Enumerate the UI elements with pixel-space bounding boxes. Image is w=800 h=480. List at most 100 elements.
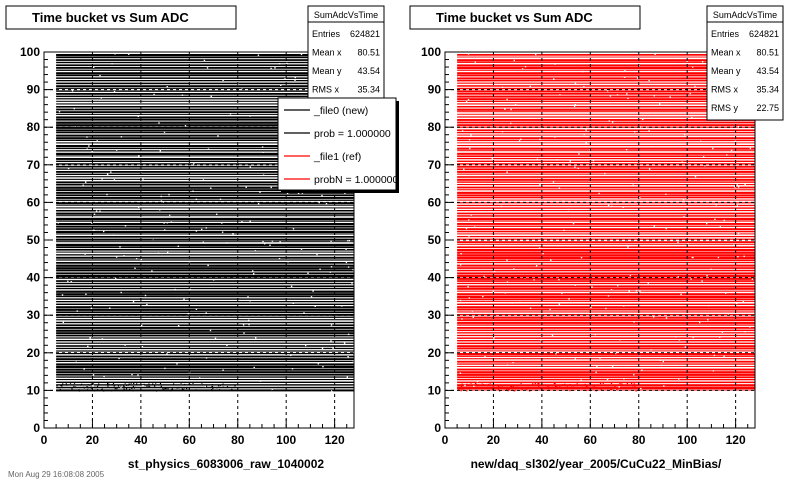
data-speck <box>461 387 463 389</box>
noise-speck <box>683 216 685 218</box>
noise-speck <box>721 331 724 333</box>
data-speck <box>499 385 501 387</box>
noise-speck <box>563 229 565 232</box>
data-band <box>457 184 756 186</box>
noise-speck <box>690 278 692 280</box>
noise-speck <box>120 291 122 294</box>
noise-speck <box>88 145 90 147</box>
noise-speck <box>628 290 630 292</box>
data-band <box>457 150 756 152</box>
data-speck <box>75 386 77 388</box>
noise-speck <box>736 184 738 186</box>
data-band <box>457 124 756 127</box>
data-speck <box>149 386 151 388</box>
noise-speck <box>727 313 729 315</box>
x-tick-label: 120 <box>726 433 746 447</box>
noise-speck <box>85 293 87 295</box>
noise-speck <box>723 219 725 222</box>
data-speck <box>515 389 517 391</box>
data-band <box>56 249 355 251</box>
noise-speck <box>187 312 189 315</box>
data-band <box>457 108 756 111</box>
noise-speck <box>141 346 144 348</box>
noise-speck <box>83 368 85 370</box>
noise-speck <box>501 131 504 133</box>
data-band <box>56 100 355 102</box>
data-speck <box>61 389 63 391</box>
noise-speck <box>92 374 95 376</box>
chart-panel-2: 0 20 40 60 80 100 120 0 10 20 30 40 50 60 70 80 90 100 new… <box>409 5 784 471</box>
noise-speck <box>322 366 324 368</box>
noise-speck <box>120 136 123 138</box>
noise-speck <box>249 115 251 117</box>
noise-speck <box>345 261 348 264</box>
data-band <box>56 69 355 71</box>
noise-speck <box>459 264 462 266</box>
data-band <box>56 353 355 355</box>
data-speck <box>162 388 164 390</box>
noise-speck <box>659 359 661 362</box>
noise-speck <box>461 130 464 132</box>
data-band <box>56 212 355 215</box>
data-band <box>56 108 355 111</box>
noise-speck <box>715 204 717 206</box>
noise-speck <box>472 316 474 318</box>
noise-speck <box>665 317 668 319</box>
noise-speck <box>622 206 624 208</box>
y-tick-label: 60 <box>27 195 41 209</box>
noise-speck <box>92 384 94 386</box>
data-speck <box>482 384 484 386</box>
noise-speck <box>93 66 95 68</box>
noise-speck <box>611 365 614 368</box>
noise-speck <box>582 70 584 73</box>
data-band <box>56 116 355 119</box>
data-band <box>56 173 355 175</box>
data-speck <box>155 382 157 384</box>
noise-speck <box>609 95 612 97</box>
data-band <box>457 171 756 173</box>
noise-speck <box>137 206 140 208</box>
x-tick-label: 0 <box>41 433 48 447</box>
data-band <box>56 384 355 386</box>
data-speck <box>610 388 612 391</box>
data-band <box>56 124 355 127</box>
noise-speck <box>737 186 740 188</box>
data-band <box>56 259 355 261</box>
noise-speck <box>554 63 556 65</box>
data-speck <box>212 387 214 390</box>
noise-speck <box>611 121 614 123</box>
noise-speck <box>221 222 223 224</box>
noise-speck <box>120 386 122 388</box>
data-speck <box>132 390 134 392</box>
noise-speck <box>594 333 597 336</box>
data-speck <box>618 384 620 386</box>
data-band <box>457 197 756 199</box>
data-speck <box>103 390 105 392</box>
data-speck <box>472 386 474 389</box>
noise-speck <box>205 357 208 359</box>
noise-speck <box>702 156 705 158</box>
noise-speck <box>269 244 271 246</box>
data-band <box>457 189 756 191</box>
noise-speck <box>249 166 251 168</box>
noise-speck <box>310 296 313 298</box>
noise-speck <box>650 349 652 351</box>
data-speck <box>516 386 518 389</box>
data-band <box>457 298 756 301</box>
data-band <box>457 329 756 332</box>
data-band <box>457 337 756 339</box>
noise-speck <box>519 301 521 304</box>
noise-speck <box>96 140 98 142</box>
noise-speck <box>280 84 282 86</box>
data-speck <box>466 390 468 392</box>
data-band <box>457 90 756 93</box>
noise-speck <box>62 321 64 323</box>
noise-speck <box>605 307 607 310</box>
noise-speck <box>163 201 165 203</box>
data-speck <box>585 389 587 392</box>
noise-speck <box>329 271 331 273</box>
data-band <box>457 54 756 56</box>
noise-speck <box>591 286 593 288</box>
data-speck <box>572 385 575 387</box>
noise-speck <box>533 279 535 281</box>
